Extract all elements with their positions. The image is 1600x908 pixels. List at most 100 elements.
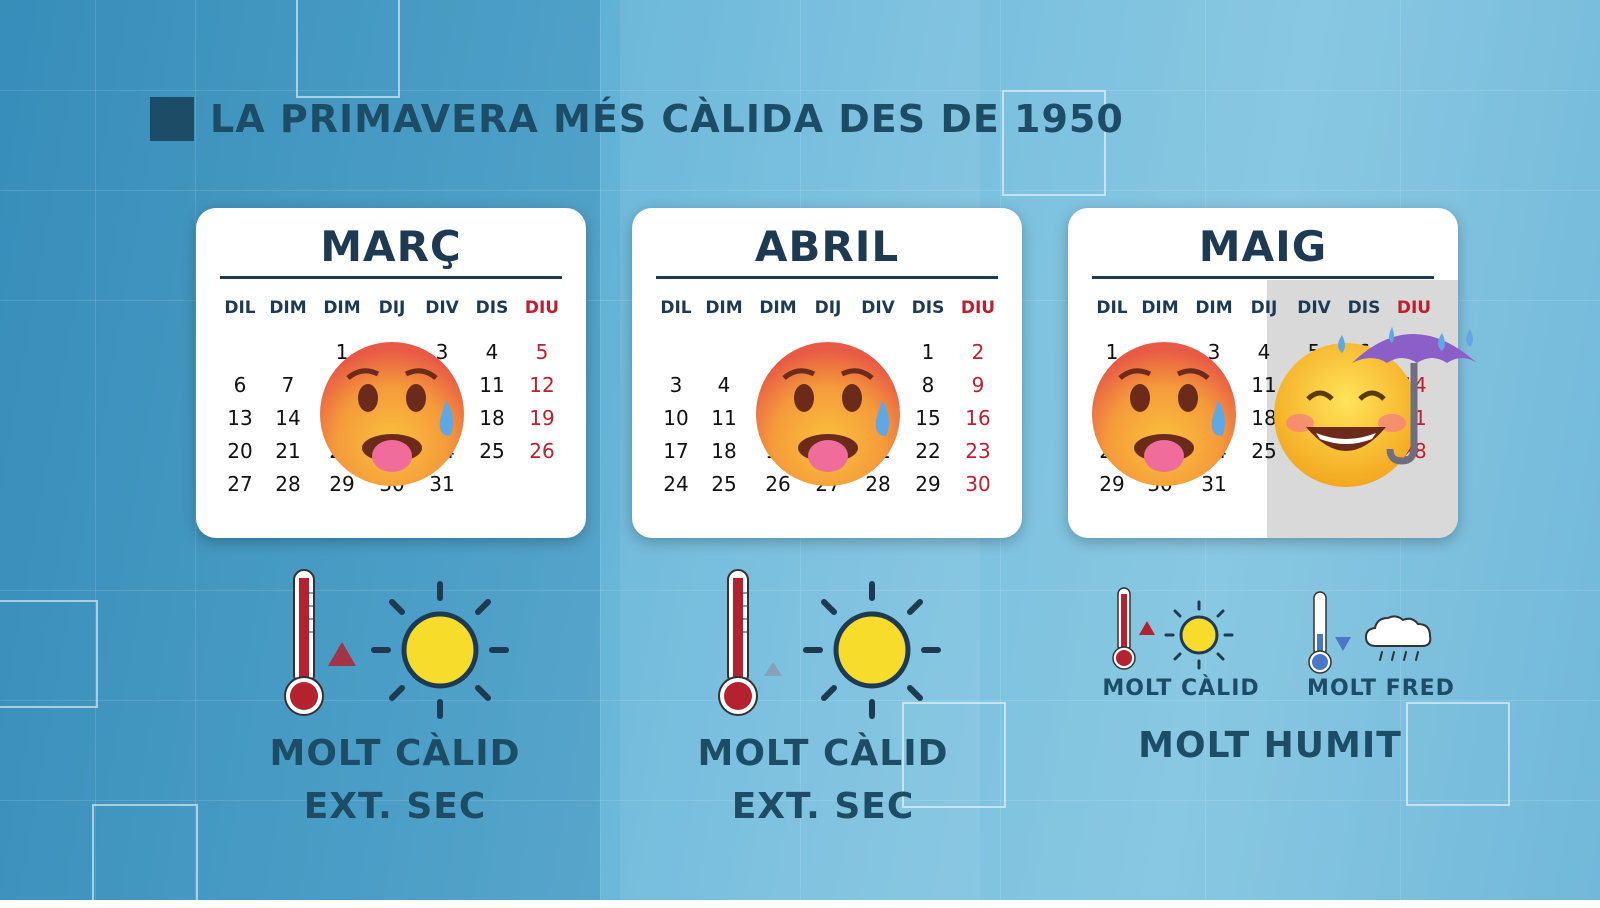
calendar-day: 11 xyxy=(711,406,737,430)
weekday-header: DIU xyxy=(1396,298,1432,318)
calendar-day: 25 xyxy=(711,472,737,496)
calendar-day: 13 xyxy=(227,406,253,430)
month-rule xyxy=(1092,276,1434,279)
weekday-header: DIM xyxy=(323,298,361,318)
down-arrow-icon xyxy=(1335,637,1351,651)
calendar-day: 19 xyxy=(529,406,555,430)
weekday-header: DIU xyxy=(524,298,560,318)
weekday-header: DIV xyxy=(861,298,895,318)
up-arrow-icon xyxy=(328,642,356,666)
calendar-day: 18 xyxy=(479,406,505,430)
calendar-day: 1 xyxy=(1105,340,1119,364)
calendar-day: 24 xyxy=(663,472,689,496)
weekday-header: DIM xyxy=(759,298,797,318)
weekday-header: DIS xyxy=(475,298,509,318)
may-condition-cold: MOLT FRED xyxy=(1307,676,1455,701)
march-condition-hot: MOLT CÀLID xyxy=(269,733,521,774)
thermometer-hot-icon xyxy=(718,569,758,716)
month-title: MAIG xyxy=(1198,222,1328,271)
grid-line xyxy=(0,190,1600,191)
grid-line xyxy=(0,90,1600,91)
calendar-day: 30 xyxy=(965,472,991,496)
hot-face-icon xyxy=(1092,342,1236,486)
calendar-day: 4 xyxy=(717,373,731,397)
calendar-day: 2 xyxy=(971,340,985,364)
calendar-day: 23 xyxy=(965,439,991,463)
decor-frame xyxy=(296,0,400,98)
calendar-day: 5 xyxy=(535,340,549,364)
calendar-day: 3 xyxy=(669,373,683,397)
may-condition-humid: MOLT HUMIT xyxy=(1138,725,1402,766)
weekday-header: DIL xyxy=(224,298,256,318)
page-title: LA PRIMAVERA MÉS CÀLIDA DES DE 1950 xyxy=(210,97,1124,141)
calendar-day: 31 xyxy=(429,472,455,496)
month-rule xyxy=(220,276,562,279)
calendar-day: 26 xyxy=(765,472,791,496)
weekday-header: DIV xyxy=(425,298,459,318)
weekday-header: DIL xyxy=(1096,298,1128,318)
calendar-day: 18 xyxy=(1251,406,1277,430)
calendar-day: 4 xyxy=(485,340,499,364)
calendar-day: 14 xyxy=(275,406,301,430)
calendar-day: 16 xyxy=(965,406,991,430)
weekday-header: DIM xyxy=(269,298,307,318)
calendar-day: 22 xyxy=(915,439,941,463)
sun-icon xyxy=(1164,600,1234,670)
calendar-day: 9 xyxy=(971,373,985,397)
calendar-day: 3 xyxy=(435,340,449,364)
weekday-header: DIU xyxy=(960,298,996,318)
weekday-header: DIV xyxy=(1297,298,1331,318)
title-bar: LA PRIMAVERA MÉS CÀLIDA DES DE 1950 xyxy=(150,96,1124,142)
weekday-header: DIJ xyxy=(814,298,842,318)
up-arrow-icon xyxy=(764,662,782,676)
grid-line xyxy=(0,590,1600,591)
smiling-umbrella-icon xyxy=(1274,327,1477,487)
decor-frame xyxy=(1406,702,1510,806)
grid-line xyxy=(600,0,601,900)
calendar-day: 6 xyxy=(233,373,247,397)
decor-frame xyxy=(902,702,1006,808)
calendar-day: 29 xyxy=(329,472,355,496)
weekday-header: DIJ xyxy=(1250,298,1278,318)
calendar-day: 20 xyxy=(227,439,253,463)
calendar-day: 18 xyxy=(711,439,737,463)
calendar-day: 8 xyxy=(921,373,935,397)
month-rule xyxy=(656,276,998,279)
weekday-header: DIS xyxy=(911,298,945,318)
rain-cloud-icon xyxy=(1364,615,1432,661)
calendar-day: 3 xyxy=(1207,340,1221,364)
calendar-day: 31 xyxy=(1201,472,1227,496)
hot-face-icon xyxy=(756,342,900,486)
calendar-day: 15 xyxy=(915,406,941,430)
month-title: MARÇ xyxy=(320,222,462,271)
weekday-header: DIJ xyxy=(378,298,406,318)
grid-line xyxy=(0,700,1600,701)
weekday-header: DIM xyxy=(1195,298,1233,318)
weekday-header: DIL xyxy=(660,298,692,318)
calendar-day: 4 xyxy=(1257,340,1271,364)
calendar-day: 7 xyxy=(281,373,295,397)
hot-face-icon xyxy=(320,342,464,486)
up-arrow-icon xyxy=(1139,621,1155,635)
decor-frame xyxy=(1002,90,1106,196)
decor-frame xyxy=(0,600,98,708)
calendar-day: 25 xyxy=(1251,439,1277,463)
calendar-day: 17 xyxy=(663,439,689,463)
calendar-day: 11 xyxy=(479,373,505,397)
calendar-day: 29 xyxy=(915,472,941,496)
thermometer-hot-icon xyxy=(1112,587,1136,670)
grid-line xyxy=(95,0,96,900)
calendar-day: 26 xyxy=(529,439,555,463)
april-condition-hot: MOLT CÀLID xyxy=(697,733,949,774)
calendar-day: 1 xyxy=(335,340,349,364)
thermometer-hot-icon xyxy=(284,569,324,716)
decor-frame xyxy=(92,804,198,908)
may-condition-hot: MOLT CÀLID xyxy=(1102,676,1260,701)
calendar-day: 28 xyxy=(865,472,891,496)
sun-icon xyxy=(803,581,941,719)
calendar-day: 11 xyxy=(1251,373,1277,397)
grid-line xyxy=(195,0,196,900)
weekday-header: DIM xyxy=(705,298,743,318)
title-square-icon xyxy=(150,97,194,141)
calendar-day: 27 xyxy=(227,472,253,496)
